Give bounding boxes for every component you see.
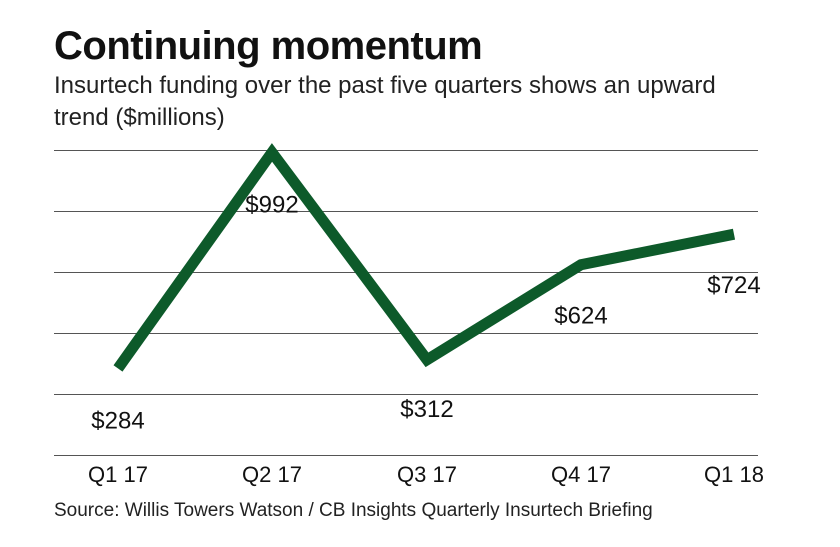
chart-title: Continuing momentum bbox=[54, 24, 483, 68]
data-label: $284 bbox=[91, 407, 144, 434]
series-line bbox=[113, 143, 736, 372]
data-labels: $284 $992 $312 $624 $724 bbox=[91, 191, 760, 434]
x-tick-label: Q1 17 bbox=[88, 462, 148, 487]
data-label: $624 bbox=[554, 303, 607, 330]
data-label: $992 bbox=[245, 191, 298, 218]
source-note: Source: Willis Towers Watson / CB Insigh… bbox=[54, 500, 653, 521]
x-tick-label: Q4 17 bbox=[551, 462, 611, 487]
gridlines bbox=[54, 150, 758, 456]
data-label: $724 bbox=[707, 272, 760, 299]
x-axis-ticks: Q1 17 Q2 17 Q3 17 Q4 17 Q1 18 bbox=[88, 462, 764, 487]
x-tick-label: Q3 17 bbox=[397, 462, 457, 487]
chart-subtitle: Insurtech funding over the past five qua… bbox=[54, 72, 716, 131]
x-tick-label: Q1 18 bbox=[704, 462, 764, 487]
data-label: $312 bbox=[400, 396, 453, 423]
x-tick-label: Q2 17 bbox=[242, 462, 302, 487]
series-line-group bbox=[113, 143, 736, 372]
